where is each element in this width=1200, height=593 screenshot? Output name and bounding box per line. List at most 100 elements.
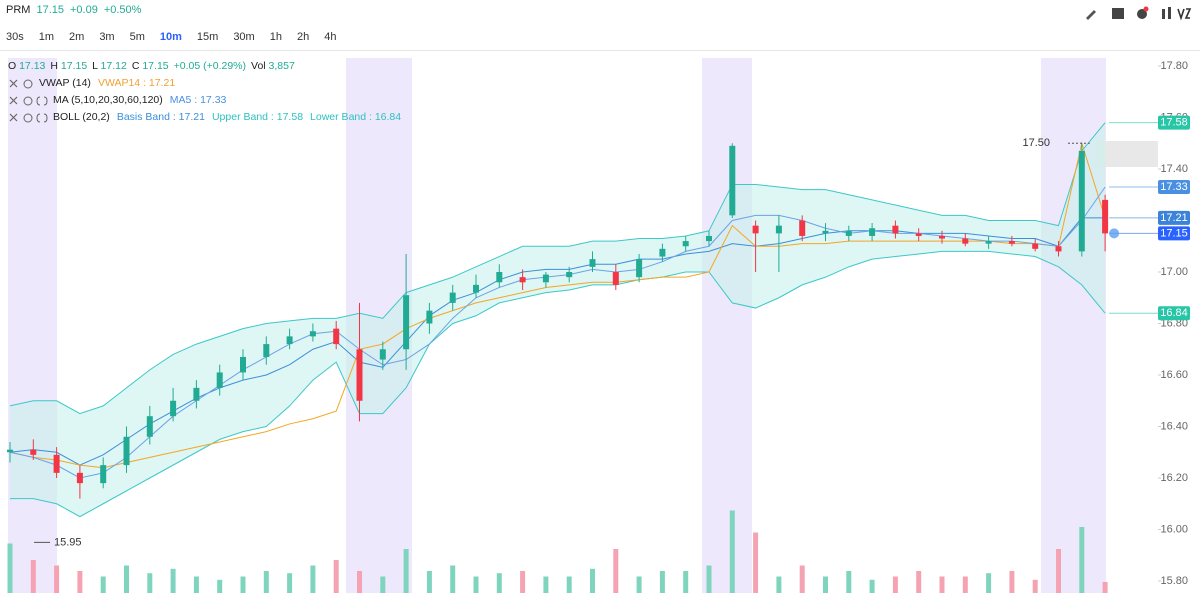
candle-body — [962, 238, 969, 244]
price-label: 17.58 — [1160, 117, 1188, 129]
candle-icon[interactable] — [1168, 7, 1171, 19]
indicator-row: VWAP (14) VWAP14 : 17.21 — [8, 75, 401, 92]
session-shade — [8, 58, 57, 593]
interval-button[interactable]: 2h — [296, 31, 310, 43]
symbol[interactable]: PRM — [6, 4, 31, 16]
volume-bar — [1032, 579, 1038, 593]
candle-body — [822, 230, 829, 234]
remove-icon[interactable] — [9, 113, 18, 121]
candle-body — [240, 356, 246, 373]
chart-icon[interactable] — [1112, 8, 1124, 19]
interval-button[interactable]: 5m — [129, 31, 145, 43]
alert-icon[interactable] — [1137, 9, 1147, 19]
volume-bar — [7, 543, 13, 593]
interval-button[interactable]: 15m — [196, 31, 219, 43]
interval-button[interactable]: 10m — [159, 31, 182, 43]
ohlc-label: L — [92, 60, 98, 72]
volume-bar — [100, 576, 106, 593]
compare-icon[interactable] — [1177, 8, 1192, 21]
volume-bar — [823, 576, 828, 593]
candle-body — [682, 241, 689, 247]
volume-label: Vol — [251, 60, 266, 72]
overlay-line — [9, 122, 1106, 415]
candle-body — [706, 235, 712, 242]
y-tick-label: 15.80 — [1160, 575, 1188, 587]
candle-body — [729, 145, 736, 216]
volume-bar — [659, 571, 665, 593]
interval-button[interactable]: 1h — [269, 31, 282, 43]
draw-icon[interactable] — [1086, 10, 1096, 20]
y-tick-label: 16.80 — [1160, 317, 1188, 329]
candle-body — [7, 449, 13, 453]
volume-bar — [496, 573, 502, 593]
candle-body — [869, 228, 876, 236]
ohlc-value: 17.13 — [19, 60, 46, 72]
interval-button[interactable]: 30s — [6, 31, 24, 43]
remove-icon[interactable] — [9, 96, 18, 104]
candle-body — [1055, 246, 1062, 252]
ohlc-label: H — [50, 60, 58, 72]
price-label-box — [1158, 306, 1190, 321]
ohlc-label: O — [8, 60, 17, 72]
ohlc-label: C — [131, 60, 140, 72]
volume-bar — [240, 576, 246, 593]
interval-button[interactable]: 3m — [99, 31, 115, 43]
indicator-value: Upper Band : 17.58 — [211, 111, 304, 123]
indicator-value: Basis Band : 17.21 — [116, 111, 205, 123]
price-label-box — [1158, 226, 1190, 241]
interval-button[interactable]: 2m — [69, 31, 85, 43]
y-tick-label: 17.00 — [1160, 266, 1188, 278]
indicator-row: MA (5,10,20,30,60,120) MA5 : 17.33 — [8, 92, 401, 109]
volume-bar — [892, 576, 898, 593]
volume-bar — [473, 576, 479, 593]
candle-body — [309, 331, 316, 337]
candle-body — [1032, 243, 1039, 249]
candle-body — [892, 225, 899, 234]
overlay-line — [9, 141, 1106, 469]
price-label: 17.21 — [1160, 212, 1188, 224]
indicator-value: MA5 : 17.33 — [169, 94, 227, 106]
band-fill — [10, 122, 1106, 517]
candle-body — [449, 292, 456, 303]
indicator-name: MA (5,10,20,30,60,120) — [53, 94, 163, 106]
interval-button[interactable]: 30m — [233, 31, 255, 43]
highlight-box — [1095, 141, 1158, 167]
remove-icon[interactable] — [9, 79, 18, 87]
volume-bar — [170, 568, 176, 593]
ohlc-item: O 17.13 — [8, 58, 45, 75]
change-pct: +0.50% — [103, 4, 142, 16]
candle-body — [123, 436, 130, 466]
interval-button[interactable]: 4h — [324, 31, 337, 43]
interval-button[interactable]: 1m — [38, 31, 55, 43]
volume-bar — [566, 576, 572, 593]
candle-body — [30, 449, 37, 455]
y-tick-label: 16.60 — [1160, 369, 1188, 381]
candle-body — [752, 225, 759, 234]
volume-bar — [776, 576, 782, 593]
volume-bar — [54, 565, 60, 593]
volume-bar — [1102, 582, 1108, 593]
price-label: 17.15 — [1160, 227, 1188, 239]
y-tick-label: 16.20 — [1160, 472, 1188, 484]
settings-icon[interactable] — [36, 96, 48, 105]
settings-icon[interactable] — [36, 113, 48, 122]
candle-body — [426, 310, 433, 324]
visibility-icon[interactable] — [23, 113, 33, 122]
ohlc-item: L 17.12 — [92, 58, 127, 75]
candle-icon[interactable] — [1162, 9, 1165, 19]
plot: 15.8016.0016.2016.4016.6016.8017.0017.20… — [7, 60, 1190, 593]
overlay-line — [9, 186, 1106, 479]
visibility-icon[interactable] — [23, 96, 33, 105]
indicator-value: Lower Band : 16.84 — [310, 111, 402, 123]
ohlc-item: H 17.15 — [50, 58, 87, 75]
volume-bar — [1009, 571, 1015, 593]
indicator-name: BOLL (20,2) — [53, 111, 110, 123]
visibility-icon[interactable] — [23, 79, 33, 88]
toolbar-icons — [1086, 6, 1192, 21]
candle-body — [1102, 199, 1109, 234]
candle-body — [589, 259, 596, 267]
candle-body — [146, 416, 153, 437]
indicator-icons — [9, 96, 48, 105]
annotation-label: 15.95 — [54, 536, 82, 548]
volume-bar — [962, 576, 968, 593]
